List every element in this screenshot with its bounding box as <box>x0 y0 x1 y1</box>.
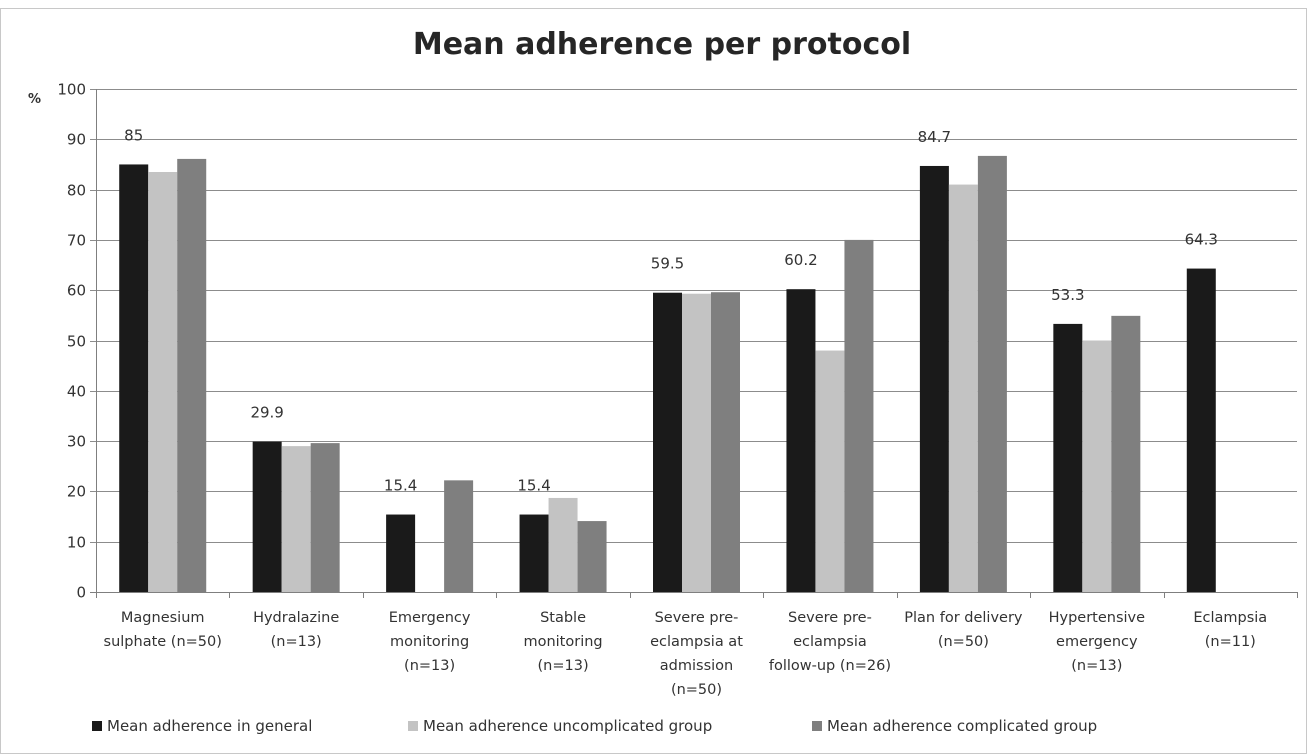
category-label: Magnesium sulphate (n=50) <box>104 610 222 650</box>
data-label: 53.3 <box>1051 286 1084 304</box>
bar-series-3 <box>711 292 740 592</box>
category-label: Hydralazine (n=13) <box>253 610 339 650</box>
y-tick-label: 70 <box>67 232 86 250</box>
bar-series-2 <box>548 497 578 592</box>
data-label: 15.4 <box>517 477 550 495</box>
x-axis-categories: Magnesium sulphate (n=50) Hydralazine (n=13… <box>104 610 1268 698</box>
data-label: 84.7 <box>918 128 951 146</box>
bar-series-3 <box>577 521 607 592</box>
bars <box>119 155 1216 593</box>
y-tick-label: 90 <box>67 131 86 149</box>
bar-series-3 <box>844 239 874 592</box>
bar-series-3 <box>310 443 340 592</box>
legend-label: Mean adherence complicated group <box>827 717 1097 735</box>
category-label: Hypertensive emergency (n=13) <box>1049 610 1146 674</box>
data-label: 64.3 <box>1185 231 1218 249</box>
bar-series-2 <box>682 293 711 592</box>
bar-series-1 <box>1186 268 1216 592</box>
y-tick-label: 100 <box>57 81 86 99</box>
data-label: 29.9 <box>250 404 283 422</box>
bar-series-1 <box>119 164 149 592</box>
data-label: 15.4 <box>384 477 417 495</box>
data-labels: 85 29.9 15.4 15.4 59.5 60.2 84.7 53.3 64.3 <box>124 126 1218 494</box>
chart-title: Mean adherence per protocol <box>413 27 911 62</box>
bar-series-1 <box>386 514 416 592</box>
category-label: Severe pre-eclampsia at admission (n=50) <box>650 610 743 698</box>
bar-series-2 <box>948 184 978 592</box>
legend-label: Mean adherence uncomplicated group <box>423 717 712 735</box>
y-tick-label: 60 <box>67 282 86 300</box>
category-label: Severe pre-eclampsia follow-up (n=26) <box>769 610 891 674</box>
y-tick-label: 20 <box>67 483 86 501</box>
category-label: Stable monitoring (n=13) <box>523 610 602 674</box>
legend-item-3: Mean adherence complicated group <box>812 717 1097 735</box>
y-tick-label: 10 <box>67 534 86 552</box>
data-label: 59.5 <box>651 255 684 273</box>
bar-series-1 <box>519 514 549 592</box>
bar-series-3 <box>177 158 207 593</box>
bar-series-1 <box>252 441 282 592</box>
legend-item-1: Mean adherence in general <box>92 717 312 735</box>
bar-series-2 <box>148 171 178 592</box>
y-tick-label: 40 <box>67 383 86 401</box>
bar-series-1 <box>919 165 949 593</box>
bar-series-2 <box>281 446 311 592</box>
bar-series-3 <box>444 480 474 592</box>
bar-series-1 <box>1053 323 1083 592</box>
bar-series-1 <box>653 292 682 592</box>
legend-swatch <box>408 721 418 731</box>
bar-series-2 <box>1082 340 1112 592</box>
y-tick-label: 50 <box>67 333 86 351</box>
category-label: Eclampsia (n=11) <box>1193 610 1267 650</box>
legend-swatch <box>812 721 822 731</box>
y-tick-label: 30 <box>67 433 86 451</box>
legend-item-2: Mean adherence uncomplicated group <box>408 717 712 735</box>
category-label: Plan for delivery (n=50) <box>904 610 1023 650</box>
bar-series-3 <box>1111 315 1141 592</box>
bar-series-3 <box>977 155 1007 593</box>
y-axis-ticks: 0 10 20 30 40 50 60 70 80 90 100 <box>57 81 86 602</box>
y-tick-label: 80 <box>67 182 86 200</box>
data-label: 85 <box>124 126 143 144</box>
legend-swatch <box>92 721 102 731</box>
y-tick-label: 0 <box>76 584 86 602</box>
legend-label: Mean adherence in general <box>107 717 312 735</box>
category-label: Emergency monitoring (n=13) <box>389 610 471 674</box>
bar-series-2 <box>815 350 845 592</box>
data-label: 60.2 <box>784 251 817 269</box>
bar-series-1 <box>786 289 816 592</box>
legend: Mean adherence in general Mean adherence … <box>92 717 1097 735</box>
y-axis-label: % <box>28 92 41 107</box>
